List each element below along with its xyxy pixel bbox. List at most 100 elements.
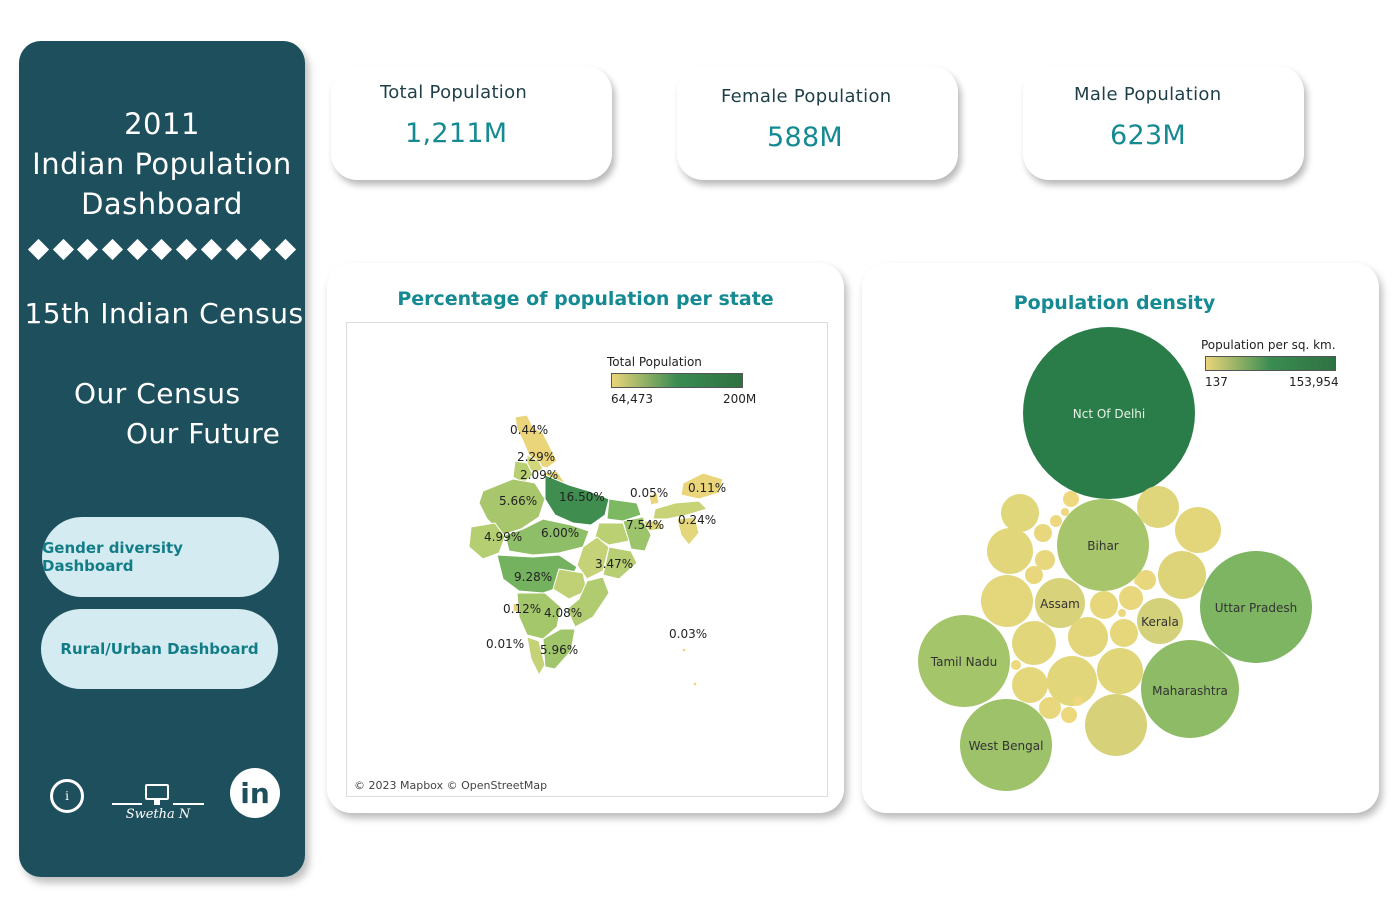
map-state-karnataka [516, 592, 562, 640]
map-state-meghalaya [642, 520, 664, 532]
diamond-icon [52, 238, 74, 261]
map-state-telangana [552, 568, 588, 600]
bubble-uttar-pradesh [1200, 551, 1312, 663]
map-state-chhattisgarh [576, 536, 610, 580]
bubble [1012, 667, 1048, 703]
bubble [1050, 515, 1062, 527]
diamond-icon [200, 238, 222, 261]
map-state-sikkim [648, 492, 660, 506]
bubble-nct-delhi [1023, 327, 1195, 499]
india-map-shapes [468, 414, 724, 686]
bubble [1011, 660, 1021, 670]
diamond-icon [151, 238, 173, 261]
diamond-icon [274, 238, 296, 261]
diamond-icon [250, 238, 272, 261]
map-state-odisha [602, 546, 638, 580]
info-icon[interactable]: i [50, 779, 84, 813]
map-label: 0.12% [503, 602, 542, 616]
bubble [1047, 656, 1097, 706]
map-islands [693, 682, 697, 686]
kpi-value: 1,211M [405, 118, 508, 149]
dashboard-year: 2011 [124, 107, 200, 141]
author-logo: Swetha N [112, 781, 204, 831]
map-state-assam [652, 500, 708, 520]
map-label: 4.08% [544, 606, 583, 620]
bubble-label: West Bengal [969, 739, 1044, 753]
linkedin-icon[interactable]: in [230, 768, 280, 818]
bubble-tamil-nadu [918, 615, 1010, 707]
density-legend-max: 153,954 [1289, 375, 1339, 389]
bubble [1085, 694, 1147, 756]
map-label: 0.05% [630, 486, 669, 500]
monitor-icon [145, 784, 169, 805]
map-label: 6.00% [541, 526, 580, 540]
author-name: Swetha N [125, 807, 191, 822]
author-line-left [112, 803, 142, 805]
density-panel: Population density Population per sq. km… [862, 263, 1379, 813]
bubble-bihar [1057, 499, 1149, 591]
bubble-label: Kerala [1141, 615, 1179, 629]
bubble [1012, 621, 1056, 665]
map-label: 7.54% [626, 518, 665, 532]
kpi-label: Total Population [380, 82, 528, 103]
census-subtitle: 15th Indian Census [24, 297, 304, 330]
bubble [1118, 609, 1126, 617]
bubble [981, 575, 1033, 627]
bubble [1025, 566, 1043, 584]
bubble-kerala [1137, 598, 1183, 644]
bubble-label: Maharashtra [1152, 684, 1228, 698]
kpi-label: Female Population [721, 86, 892, 107]
density-legend-min: 137 [1205, 375, 1228, 389]
rural-urban-dashboard-button[interactable]: Rural/Urban Dashboard [41, 609, 278, 689]
map-state-goa [512, 602, 520, 614]
bubble-label: Nct Of Delhi [1073, 407, 1145, 421]
map-label: 5.66% [499, 494, 538, 508]
bubble-west-bengal [960, 699, 1052, 791]
map-label: 16.50% [559, 490, 605, 504]
bubble [1097, 648, 1143, 694]
map-islands [682, 648, 686, 652]
bubble [1073, 696, 1083, 706]
diamond-icon [27, 238, 50, 261]
bubble [1034, 524, 1052, 542]
map-label: 0.11% [688, 481, 727, 495]
bubble [1175, 507, 1221, 553]
map-state-bihar [606, 498, 642, 522]
density-panel-title: Population density [1013, 292, 1216, 314]
map-label: 0.24% [678, 513, 717, 527]
map-state-mp [504, 518, 590, 556]
bubble [1039, 697, 1061, 719]
dashboard-title-line2: Dashboard [81, 187, 243, 221]
map-state-jk [514, 414, 558, 469]
map-label: 2.09% [520, 468, 559, 482]
bubble [1063, 491, 1079, 507]
diamond-icon [225, 238, 247, 261]
map-label: 4.99% [484, 530, 523, 544]
bubble [1090, 591, 1118, 619]
map-state-punjab [512, 460, 534, 484]
map-state-tn [542, 628, 576, 670]
map-label: 3.47% [595, 557, 634, 571]
kpi-female-population: Female Population 588M [677, 66, 958, 180]
map-state-arunachal [680, 472, 724, 500]
bubble [1158, 551, 1206, 599]
map-legend-min: 64,473 [611, 392, 653, 406]
dashboard-title-line1: Indian Population [32, 147, 292, 181]
author-line-right [173, 803, 204, 805]
bubble-label: Bihar [1087, 539, 1119, 553]
kpi-total-population: Total Population 1,211M [331, 66, 612, 180]
diamond-icon [77, 238, 99, 261]
density-legend-bar [1205, 356, 1336, 371]
bubble [1068, 617, 1108, 657]
bubble [1110, 619, 1138, 647]
map-label: 0.44% [510, 423, 549, 437]
density-bubbles[interactable]: Nct Of Delhi Bihar Uttar Pradesh Assam K… [862, 263, 1379, 813]
map-state-jharkhand [594, 522, 630, 546]
bubble-label: Tamil Nadu [930, 655, 997, 669]
bubble-label: Assam [1040, 597, 1080, 611]
gender-diversity-dashboard-button[interactable]: Gender diversity Dashboard [42, 517, 279, 597]
india-map[interactable]: Total Population 64,473 200M [346, 322, 828, 797]
bubble [1035, 550, 1055, 570]
map-label: 5.96% [540, 643, 579, 657]
bubble-assam [1035, 578, 1085, 628]
